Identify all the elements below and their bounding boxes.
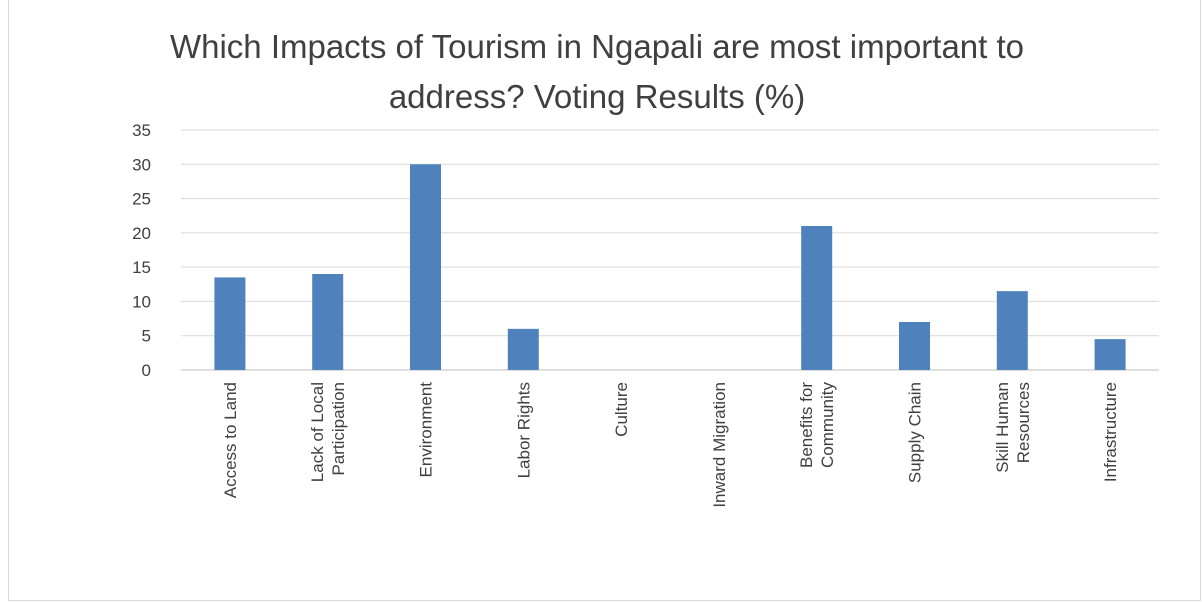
- x-tick-label: Community: [818, 382, 837, 468]
- x-tick-label: Labor Rights: [514, 382, 533, 478]
- x-tick-label: Infrastructure: [1101, 382, 1120, 482]
- x-tick-label: Inward Migration: [710, 382, 729, 508]
- x-tick-label: Participation: [329, 382, 348, 476]
- bar: [996, 291, 1028, 370]
- bar: [507, 328, 539, 370]
- chart-title: Which Impacts of Tourism in Ngapali are …: [169, 28, 1025, 115]
- y-tick-label: 0: [142, 361, 151, 380]
- x-tick-label: Resources: [1014, 382, 1033, 463]
- y-tick-label: 35: [132, 121, 151, 140]
- bar: [1094, 339, 1126, 370]
- x-tick-label: Supply Chain: [906, 382, 925, 483]
- x-tick-label: Culture: [612, 382, 631, 437]
- bar: [899, 322, 930, 370]
- bar: [410, 164, 441, 370]
- y-tick-label: 10: [132, 292, 151, 311]
- y-tick-label: 15: [132, 258, 151, 277]
- y-tick-label: 30: [132, 155, 151, 174]
- bar: [801, 226, 833, 370]
- bar: [312, 274, 344, 370]
- x-tick-label: Benefits for: [797, 382, 816, 468]
- y-tick-label: 5: [142, 327, 151, 346]
- x-tick-label: Skill Human: [993, 382, 1012, 473]
- bar: [214, 277, 246, 370]
- x-tick-label: Environment: [417, 382, 436, 478]
- x-tick-label: Lack of Local: [308, 382, 327, 482]
- y-tick-label: 25: [132, 190, 151, 209]
- x-tick-label: Access to Land: [221, 382, 240, 498]
- y-tick-label: 20: [132, 224, 151, 243]
